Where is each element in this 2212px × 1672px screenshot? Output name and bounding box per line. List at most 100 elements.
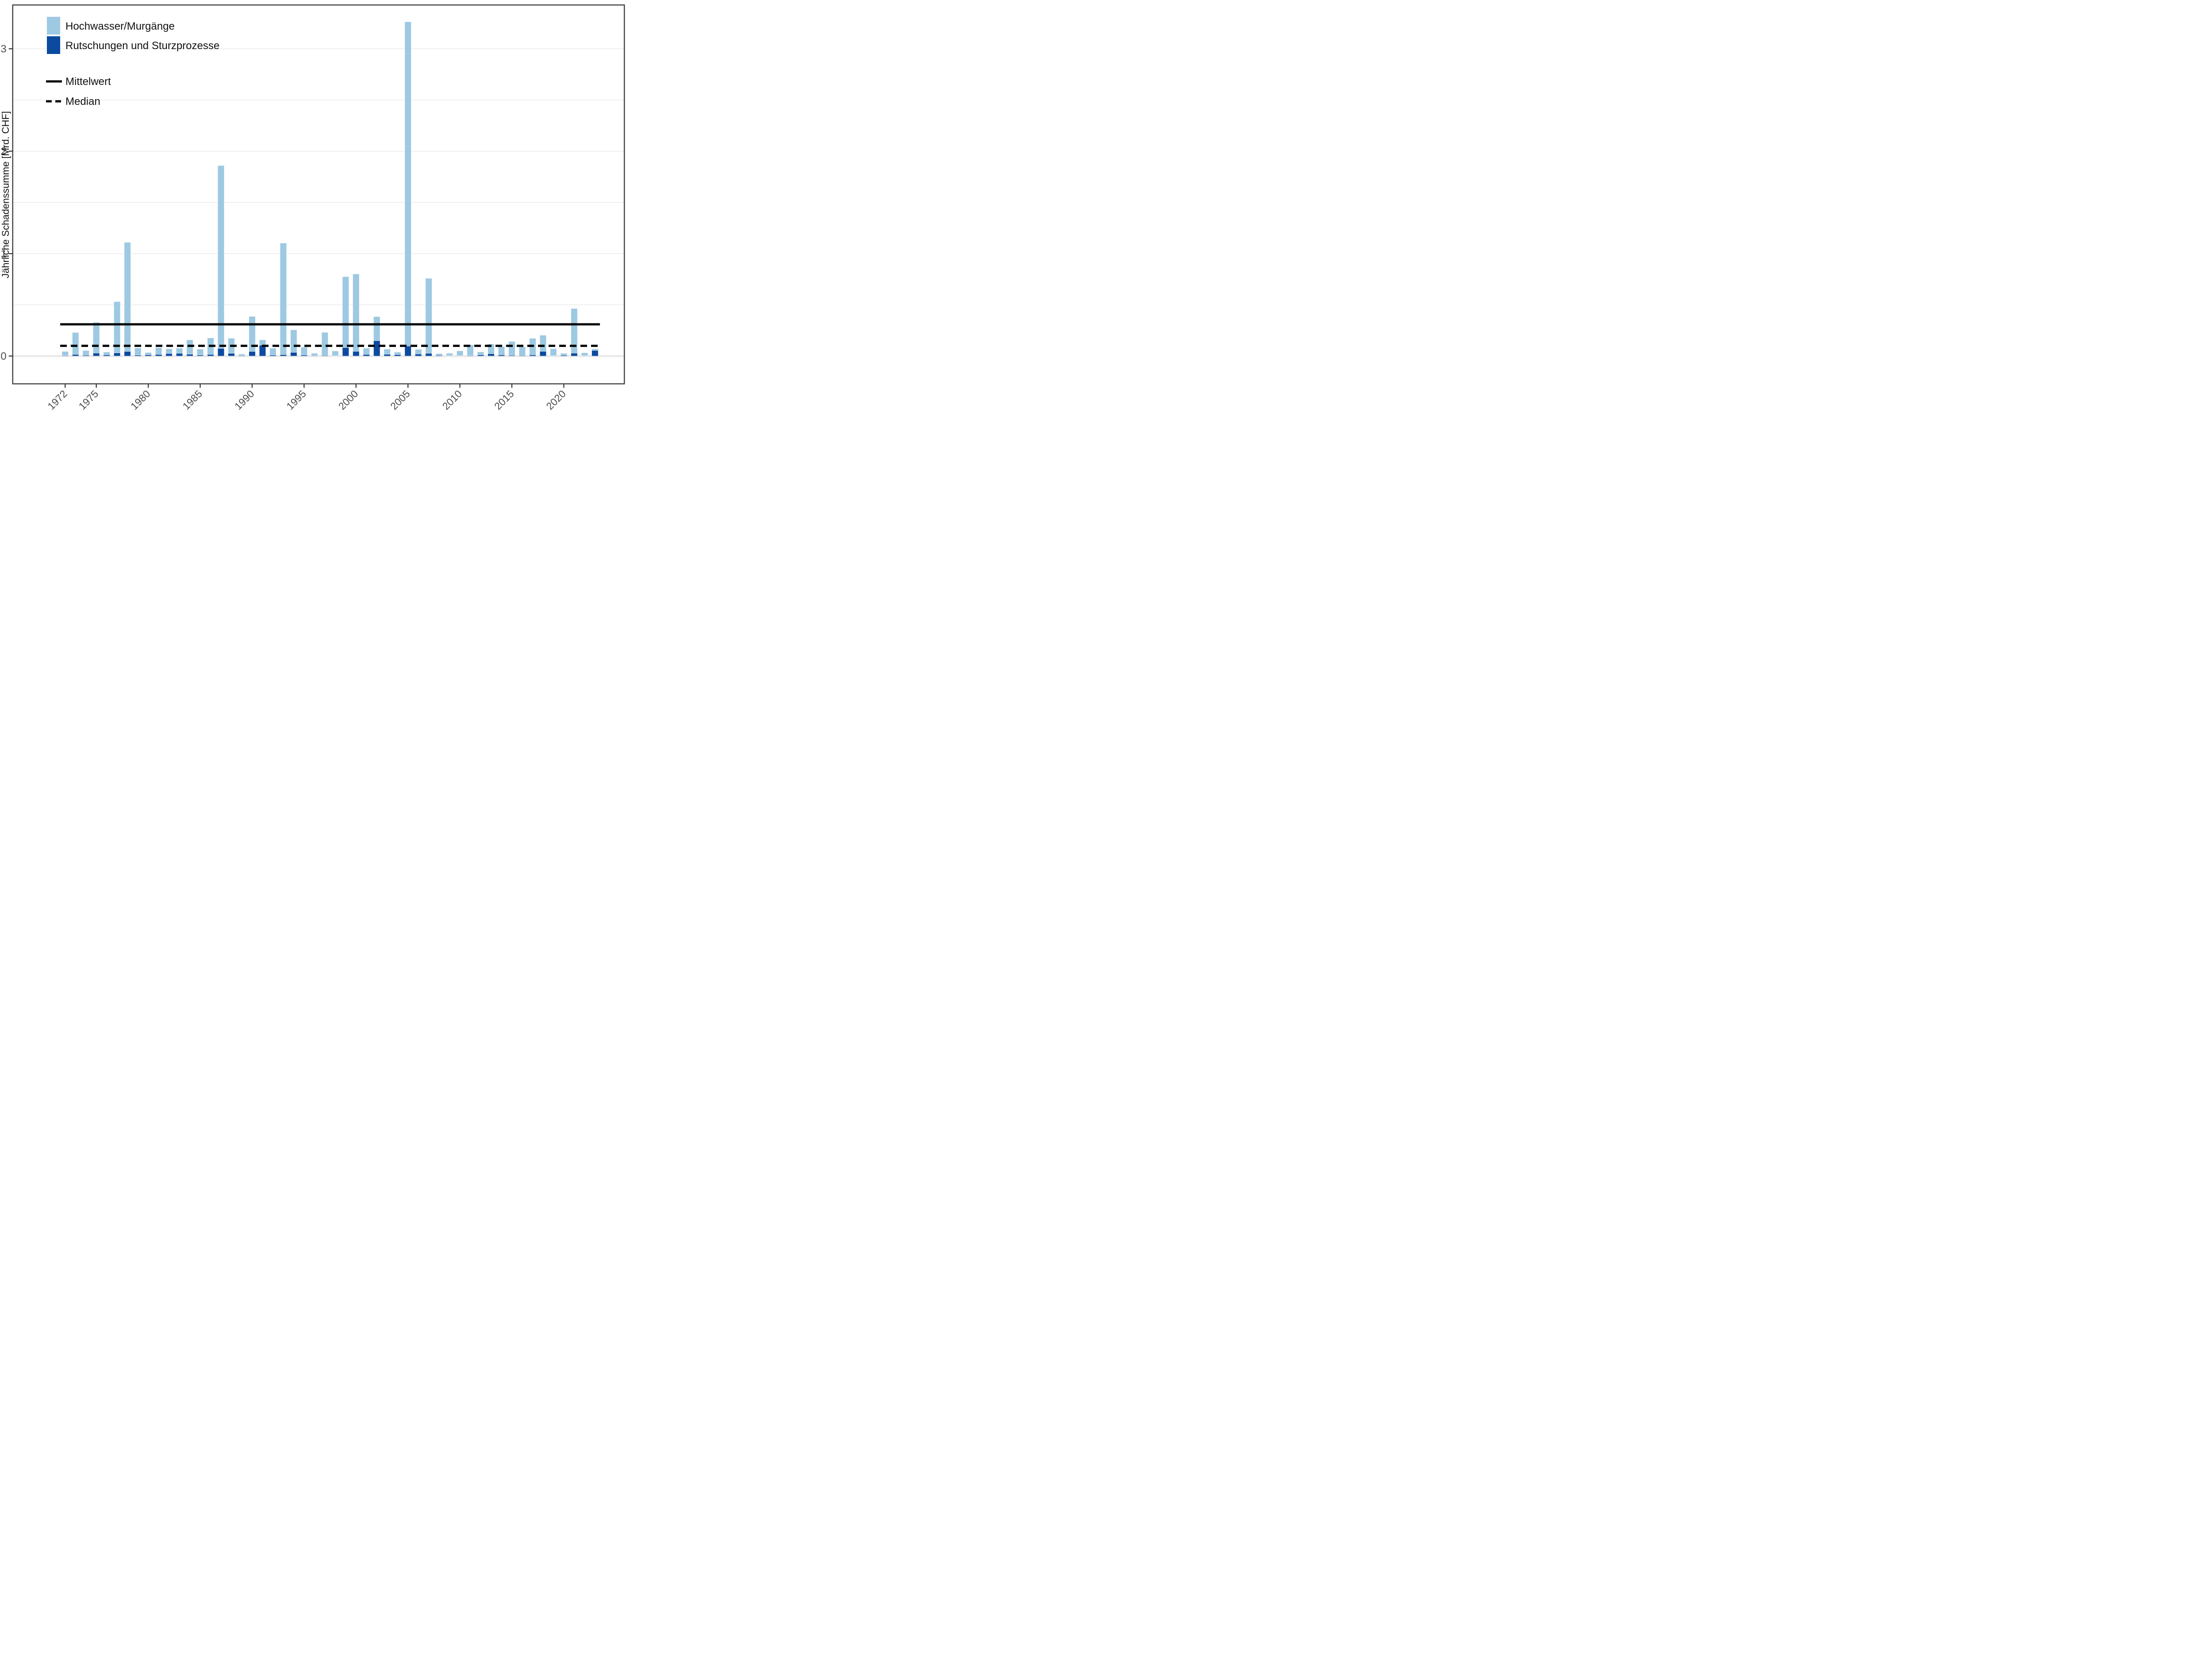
y-tick-label-0: 0 bbox=[0, 350, 6, 362]
y-tick-label-1: 1 bbox=[0, 248, 6, 260]
bar-2019-hochwasser bbox=[550, 348, 557, 356]
bar-1985-rutschungen bbox=[197, 355, 204, 356]
bar-1975-rutschungen bbox=[93, 353, 100, 356]
bar-1977-hochwasser bbox=[114, 301, 121, 353]
y-tick-label-3: 3 bbox=[0, 43, 6, 55]
x-tick-label-2010: 2010 bbox=[440, 388, 465, 412]
bar-1974-rutschungen bbox=[82, 355, 89, 357]
bar-2001-rutschungen bbox=[363, 354, 370, 357]
bar-2012-hochwasser bbox=[477, 352, 484, 355]
bar-1989-hochwasser bbox=[238, 354, 245, 356]
bar-1991-hochwasser bbox=[259, 339, 266, 346]
bar-1982-rutschungen bbox=[165, 353, 173, 356]
bar-1973-hochwasser bbox=[72, 332, 79, 355]
gridlines-layer bbox=[12, 48, 625, 357]
x-tick-label-2015: 2015 bbox=[492, 388, 516, 412]
bar-2022-hochwasser bbox=[581, 353, 588, 356]
bar-2001-hochwasser bbox=[363, 348, 370, 355]
bar-2002-rutschungen bbox=[373, 340, 380, 357]
bar-2008-hochwasser bbox=[436, 353, 443, 356]
x-tick-label-1995: 1995 bbox=[284, 388, 308, 412]
bar-2023-rutschungen bbox=[591, 350, 599, 357]
bars-layer bbox=[61, 21, 599, 357]
bar-1979-hochwasser bbox=[134, 348, 142, 355]
bar-1983-rutschungen bbox=[176, 353, 183, 357]
legend: Hochwasser/Murgänge Rutschungen und Stur… bbox=[46, 17, 219, 108]
bar-2003-hochwasser bbox=[384, 349, 391, 355]
bar-2005-rutschungen bbox=[404, 346, 411, 356]
bar-1972-hochwasser bbox=[61, 351, 69, 356]
bar-2000-hochwasser bbox=[353, 274, 360, 352]
bar-1977-rutschungen bbox=[114, 353, 121, 356]
legend-label-rutschungen: Rutschungen und Sturzprozesse bbox=[65, 40, 219, 52]
bar-1995-hochwasser bbox=[300, 347, 307, 355]
bar-1986-rutschungen bbox=[207, 354, 214, 357]
bar-1976-rutschungen bbox=[103, 354, 110, 356]
bar-2007-hochwasser bbox=[425, 278, 432, 354]
bar-2021-rutschungen bbox=[571, 353, 578, 357]
y-axis-title: Jährliche Schadenssumme [Mrd. CHF] bbox=[0, 111, 11, 278]
bar-2014-rutschungen bbox=[498, 354, 505, 356]
bar-1992-rutschungen bbox=[269, 355, 276, 357]
bar-2003-rutschungen bbox=[384, 354, 391, 357]
bar-2016-hochwasser bbox=[518, 346, 526, 356]
x-tick-label-1972: 1972 bbox=[45, 388, 69, 412]
x-tick-label-2000: 2000 bbox=[336, 388, 361, 412]
chart-page: 0 1 2 3 1972 1975 1980 1985 1990 1995 2000 2005 2010… bbox=[0, 0, 627, 418]
legend-swatch-rutschungen-icon bbox=[47, 36, 60, 54]
legend-label-hochwasser: Hochwasser/Murgänge bbox=[65, 20, 175, 32]
bar-2007-rutschungen bbox=[425, 353, 432, 357]
bar-2000-rutschungen bbox=[353, 351, 360, 357]
bar-2010-hochwasser bbox=[457, 350, 464, 356]
bar-1999-rutschungen bbox=[342, 347, 349, 357]
bar-2021-hochwasser bbox=[571, 308, 578, 354]
bar-1984-hochwasser bbox=[186, 339, 193, 354]
bar-2020-hochwasser bbox=[560, 353, 567, 356]
bar-2023-hochwasser bbox=[591, 349, 599, 351]
bar-1979-rutschungen bbox=[134, 355, 142, 357]
legend-label-median: Median bbox=[65, 96, 100, 108]
chart-canvas: 0 1 2 3 1972 1975 1980 1985 1990 1995 2000 2005 2010… bbox=[0, 4, 625, 412]
x-tick-label-2020: 2020 bbox=[544, 388, 568, 412]
bar-2006-hochwasser bbox=[415, 349, 422, 354]
bar-1994-rutschungen bbox=[290, 352, 297, 357]
bar-2014-hochwasser bbox=[498, 346, 505, 355]
bar-2018-rutschungen bbox=[539, 351, 546, 357]
legend-label-mittelwert: Mittelwert bbox=[65, 76, 111, 88]
bar-2005-hochwasser bbox=[404, 21, 411, 346]
bar-1987-rutschungen bbox=[217, 348, 224, 357]
stat-lines-layer bbox=[60, 323, 600, 347]
bar-1981-rutschungen bbox=[155, 354, 162, 357]
bar-2015-hochwasser bbox=[508, 341, 515, 356]
bar-1980-rutschungen bbox=[145, 354, 152, 356]
bar-1973-rutschungen bbox=[72, 354, 79, 357]
bar-1987-hochwasser bbox=[217, 165, 224, 349]
bar-1993-rutschungen bbox=[280, 354, 287, 356]
x-tick-label-1990: 1990 bbox=[232, 388, 257, 412]
bar-1992-hochwasser bbox=[269, 348, 276, 355]
legend-swatch-hochwasser-icon bbox=[47, 17, 60, 35]
bar-1978-rutschungen bbox=[124, 351, 131, 357]
bar-2012-rutschungen bbox=[477, 354, 484, 356]
bar-2006-rutschungen bbox=[415, 354, 422, 356]
bar-1983-hochwasser bbox=[176, 348, 183, 354]
bar-1982-hochwasser bbox=[165, 349, 173, 354]
bar-2009-hochwasser bbox=[446, 353, 453, 356]
x-tick-label-1985: 1985 bbox=[180, 388, 204, 412]
x-tick-label-1980: 1980 bbox=[128, 388, 153, 412]
bar-2020-rutschungen bbox=[560, 355, 567, 357]
panel-border bbox=[12, 4, 625, 384]
bar-1993-hochwasser bbox=[280, 243, 287, 355]
bar-1998-hochwasser bbox=[332, 351, 339, 356]
bar-2011-hochwasser bbox=[467, 345, 474, 356]
bar-1995-rutschungen bbox=[300, 355, 307, 356]
bar-2017-rutschungen bbox=[529, 354, 536, 356]
bar-1978-hochwasser bbox=[124, 242, 131, 352]
bar-1994-hochwasser bbox=[290, 330, 297, 353]
bar-2004-hochwasser bbox=[394, 352, 401, 355]
bar-1980-hochwasser bbox=[145, 352, 152, 355]
bar-1996-hochwasser bbox=[311, 353, 318, 356]
x-tick-label-1975: 1975 bbox=[77, 388, 101, 412]
y-tick-label-2: 2 bbox=[0, 146, 6, 158]
bar-1984-rutschungen bbox=[186, 354, 193, 357]
